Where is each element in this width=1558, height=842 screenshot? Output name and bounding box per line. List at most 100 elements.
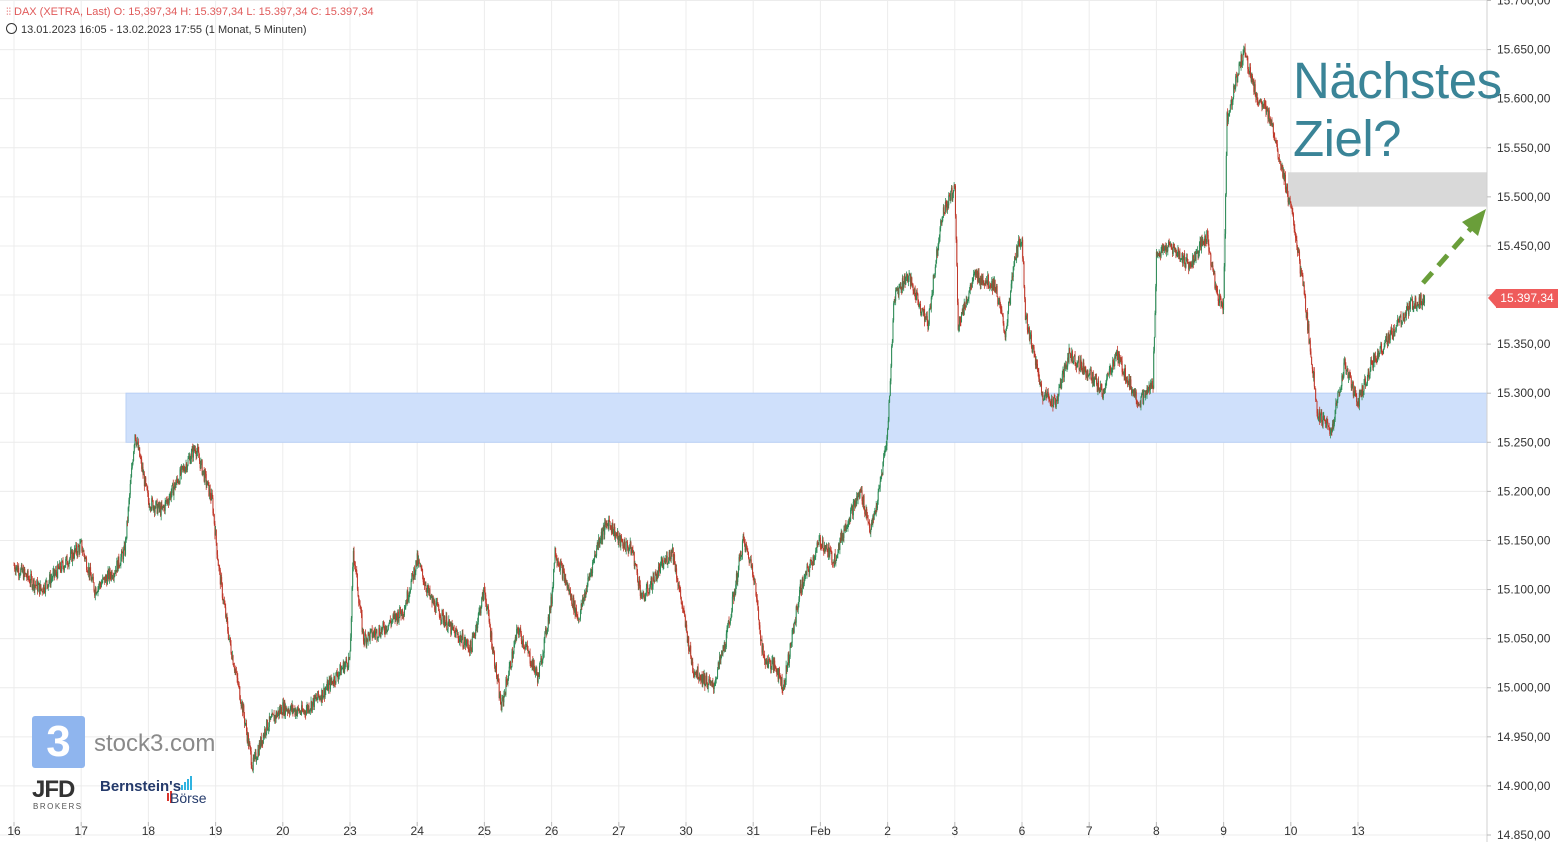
candle	[624, 537, 626, 550]
candle	[983, 280, 985, 286]
candle	[778, 667, 780, 684]
candle	[845, 520, 847, 532]
candle	[345, 657, 347, 668]
candle	[1018, 235, 1020, 247]
candle	[169, 492, 171, 501]
candle	[1331, 420, 1333, 433]
candle	[1147, 386, 1149, 394]
candle	[997, 296, 999, 307]
candle	[247, 731, 249, 746]
candle	[1290, 203, 1292, 209]
candle	[1338, 391, 1340, 397]
candle	[360, 606, 362, 619]
candle	[477, 612, 479, 625]
candle	[827, 542, 829, 560]
candle	[1036, 359, 1038, 369]
candle	[153, 505, 155, 513]
candle	[502, 695, 504, 701]
candle	[265, 732, 267, 739]
candle	[1125, 376, 1127, 383]
candle	[383, 621, 385, 635]
candle	[1398, 316, 1400, 326]
candle	[1380, 341, 1382, 349]
candle	[787, 652, 789, 668]
candle	[495, 662, 497, 680]
candle	[632, 545, 634, 556]
candle	[1116, 349, 1118, 357]
candle	[1316, 400, 1318, 417]
candle	[460, 634, 462, 647]
candle	[421, 565, 423, 572]
candle	[586, 585, 588, 595]
candle	[281, 712, 283, 719]
candle	[387, 624, 389, 631]
candle	[1374, 351, 1376, 363]
candle	[409, 587, 411, 597]
candle	[1258, 101, 1260, 107]
candle	[514, 639, 516, 648]
candle	[1099, 387, 1101, 394]
x-tick-label: 18	[142, 824, 156, 838]
candle	[389, 615, 391, 623]
candle	[1140, 396, 1142, 411]
candle	[332, 681, 334, 685]
candle	[196, 447, 198, 459]
candle	[214, 520, 216, 540]
candle	[231, 651, 233, 660]
candle	[846, 525, 848, 533]
candle	[488, 609, 490, 624]
candle	[198, 446, 200, 458]
candle	[892, 318, 894, 344]
candle	[1320, 408, 1322, 416]
candle	[577, 617, 579, 624]
candle	[893, 298, 895, 306]
annotation-line-2: Ziel?	[1293, 110, 1402, 167]
candle	[1282, 164, 1284, 179]
candle	[59, 561, 61, 573]
candle	[1390, 326, 1392, 336]
candle	[1229, 109, 1231, 117]
candle	[1172, 247, 1174, 258]
candle	[1202, 236, 1204, 247]
candle	[1309, 338, 1311, 344]
candle	[106, 570, 108, 585]
candle	[219, 564, 221, 575]
candle	[1383, 348, 1385, 354]
candle	[1175, 247, 1177, 259]
candle	[339, 663, 341, 677]
candle	[785, 660, 787, 685]
candle	[922, 307, 924, 317]
candle	[852, 499, 854, 520]
candle	[62, 557, 64, 570]
candle	[1356, 393, 1358, 407]
candle	[238, 681, 240, 690]
candle	[179, 467, 181, 485]
candle	[610, 525, 612, 536]
candle	[543, 636, 545, 658]
candle	[504, 691, 506, 696]
candle	[129, 479, 131, 499]
candle	[314, 694, 316, 700]
candle	[702, 670, 704, 684]
candle	[1223, 298, 1225, 314]
candle	[1318, 409, 1320, 423]
candle	[407, 586, 409, 604]
candle	[291, 700, 293, 715]
candle	[1185, 256, 1187, 269]
candle	[627, 539, 629, 551]
candle	[1161, 244, 1163, 253]
candle	[604, 518, 606, 540]
candle	[1067, 352, 1069, 363]
candle	[1200, 237, 1202, 251]
candle	[1303, 281, 1305, 296]
candle	[91, 577, 93, 583]
y-tick-label: 15.350,00	[1497, 337, 1551, 351]
candle	[817, 539, 819, 548]
candle	[876, 502, 878, 513]
candle	[348, 652, 350, 671]
candle	[838, 542, 840, 554]
candle	[272, 712, 274, 716]
candle	[1148, 381, 1150, 392]
candle	[332, 679, 334, 687]
candle	[571, 593, 573, 607]
